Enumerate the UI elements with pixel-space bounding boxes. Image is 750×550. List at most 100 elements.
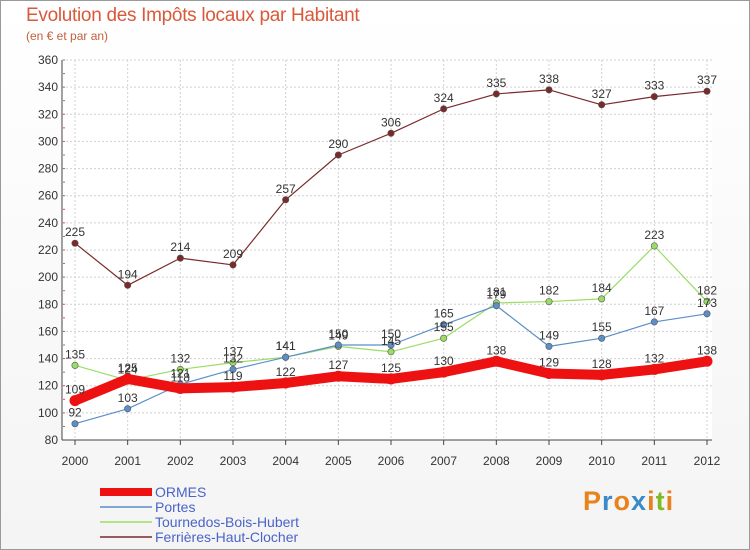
y-tick-label: 260 bbox=[38, 189, 58, 203]
data-label: 327 bbox=[592, 87, 612, 101]
data-point bbox=[71, 420, 79, 428]
data-point bbox=[703, 298, 711, 306]
y-tick-label: 100 bbox=[38, 406, 58, 420]
data-label: 182 bbox=[697, 284, 717, 298]
x-tick-label: 2001 bbox=[114, 454, 141, 468]
data-label: 338 bbox=[539, 72, 559, 86]
data-point bbox=[387, 348, 395, 356]
legend-label: Tournedos-Bois-Hubert bbox=[155, 514, 299, 530]
data-label: 138 bbox=[697, 343, 717, 357]
data-point bbox=[545, 86, 553, 94]
x-tick-label: 2004 bbox=[272, 454, 299, 468]
data-point bbox=[490, 355, 502, 367]
data-point bbox=[703, 87, 711, 95]
data-point bbox=[543, 368, 555, 379]
logo-letter: o bbox=[613, 486, 632, 516]
data-point bbox=[545, 342, 553, 350]
data-point bbox=[545, 298, 553, 306]
data-point bbox=[124, 281, 132, 289]
logo-letter: i bbox=[665, 486, 675, 516]
legend-label: Ferrières-Haut-Clocher bbox=[155, 529, 298, 545]
y-tick-label: 300 bbox=[38, 134, 58, 148]
y-tick-label: 200 bbox=[38, 270, 58, 284]
data-point bbox=[598, 101, 606, 109]
data-label: 132 bbox=[223, 351, 243, 365]
data-label: 214 bbox=[170, 240, 190, 254]
data-label: 290 bbox=[328, 137, 348, 151]
y-tick-label: 140 bbox=[38, 352, 58, 366]
data-label: 103 bbox=[118, 391, 138, 405]
data-point bbox=[440, 321, 448, 329]
data-point bbox=[385, 373, 397, 385]
data-point bbox=[332, 370, 344, 382]
data-label: 127 bbox=[328, 358, 348, 372]
chart-subtitle: (en € et par an) bbox=[26, 29, 109, 43]
data-label: 173 bbox=[697, 296, 717, 310]
logo-letter: t bbox=[655, 486, 666, 516]
data-label: 119 bbox=[223, 369, 242, 383]
data-point bbox=[334, 341, 342, 349]
y-tick-label: 160 bbox=[38, 324, 58, 338]
data-point bbox=[176, 365, 184, 373]
data-label: 155 bbox=[592, 320, 612, 334]
y-tick-label: 220 bbox=[38, 243, 58, 257]
x-tick-label: 2007 bbox=[430, 454, 457, 468]
data-label: 135 bbox=[65, 347, 85, 361]
data-point bbox=[334, 151, 342, 159]
data-label: 109 bbox=[65, 383, 85, 397]
data-label: 165 bbox=[434, 307, 454, 321]
data-point bbox=[69, 395, 81, 407]
data-point bbox=[440, 105, 448, 113]
chart-title: Evolution des Impôts locaux par Habitant bbox=[26, 5, 360, 26]
data-point bbox=[701, 355, 713, 367]
data-label: 125 bbox=[381, 361, 401, 375]
x-tick-label: 2000 bbox=[62, 454, 89, 468]
data-label: 150 bbox=[381, 327, 401, 341]
x-tick-label: 2012 bbox=[694, 454, 721, 468]
data-point bbox=[598, 295, 606, 303]
data-label: 132 bbox=[170, 351, 190, 365]
data-label: 223 bbox=[644, 228, 664, 242]
data-point bbox=[229, 261, 237, 269]
legend-label: Portes bbox=[155, 499, 195, 515]
data-point bbox=[650, 93, 658, 101]
data-point bbox=[596, 369, 608, 381]
logo-letter: r bbox=[602, 486, 614, 516]
data-point bbox=[229, 359, 237, 367]
y-tick-label: 240 bbox=[38, 216, 58, 230]
data-label: 129 bbox=[539, 356, 559, 370]
x-tick-label: 2010 bbox=[588, 454, 615, 468]
data-label: 132 bbox=[644, 351, 664, 365]
data-point bbox=[492, 302, 500, 310]
data-point bbox=[227, 381, 239, 393]
data-label: 324 bbox=[434, 91, 454, 105]
data-point bbox=[174, 382, 186, 394]
data-label: 130 bbox=[434, 354, 454, 368]
y-tick-label: 180 bbox=[38, 297, 58, 311]
data-point bbox=[282, 196, 290, 204]
data-point bbox=[71, 239, 79, 247]
data-label: 92 bbox=[68, 406, 82, 420]
y-tick-label: 280 bbox=[38, 162, 58, 176]
data-label: 167 bbox=[644, 304, 664, 318]
data-label: 194 bbox=[118, 267, 138, 281]
data-label: 257 bbox=[276, 182, 296, 196]
data-point bbox=[650, 318, 658, 326]
data-label: 121 bbox=[170, 366, 190, 380]
data-point bbox=[440, 334, 448, 342]
legend-label: ORMES bbox=[155, 484, 206, 500]
y-tick-label: 340 bbox=[38, 80, 58, 94]
data-label: 141 bbox=[276, 339, 296, 353]
proxiti-logo: Proxiti bbox=[583, 486, 674, 517]
data-label: 182 bbox=[539, 284, 559, 298]
data-point bbox=[650, 242, 658, 250]
data-point bbox=[387, 341, 395, 349]
x-tick-label: 2011 bbox=[641, 454, 667, 468]
data-label: 122 bbox=[276, 365, 296, 379]
data-label: 128 bbox=[592, 357, 612, 371]
x-tick-label: 2005 bbox=[325, 454, 352, 468]
series bbox=[69, 86, 713, 428]
data-label: 179 bbox=[486, 288, 506, 302]
axes: 80 100 120 140 160 180 200 220 240 260 280 300 320 34… bbox=[38, 53, 721, 468]
